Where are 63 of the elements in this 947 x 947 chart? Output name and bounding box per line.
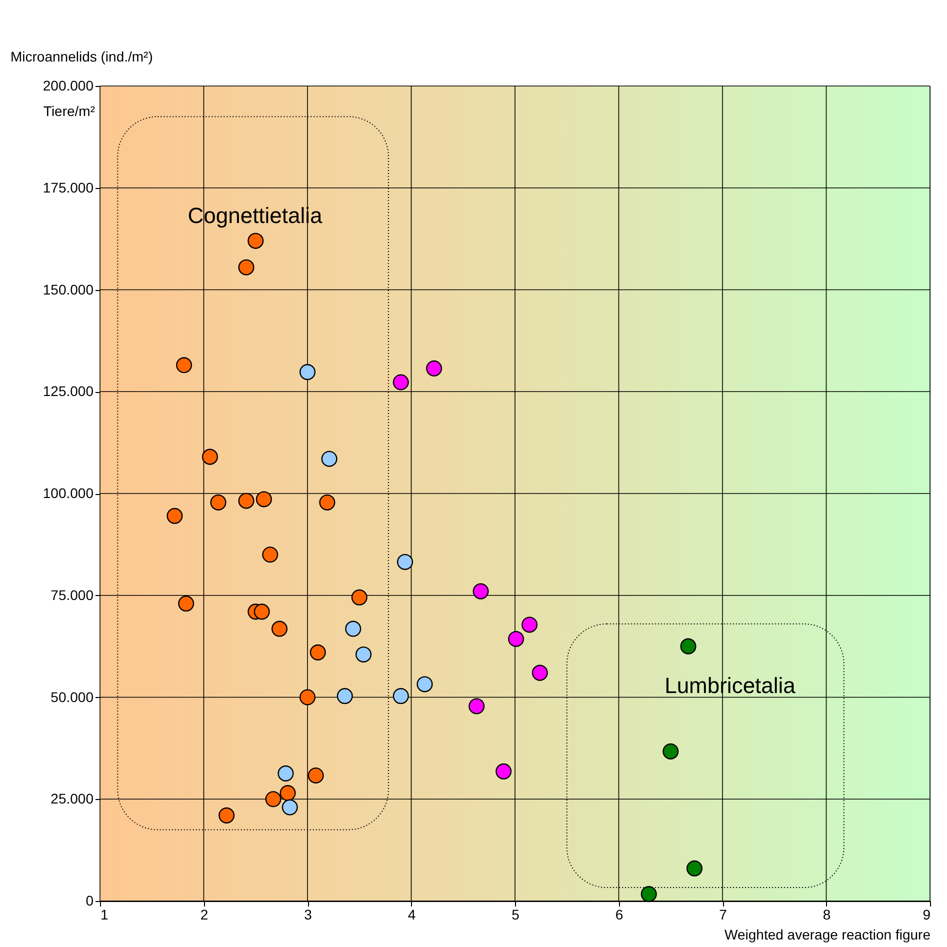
point [210, 494, 226, 510]
point [522, 616, 538, 633]
point [278, 765, 294, 782]
point [178, 596, 194, 612]
x-tick-label: 9 [922, 906, 931, 922]
point [345, 620, 362, 637]
point [271, 620, 288, 637]
y-tick-label: 75.000 [50, 586, 94, 603]
point [321, 450, 338, 467]
x-tick-label: 4 [408, 906, 416, 922]
point [238, 259, 254, 276]
x-tick-label: 1 [100, 906, 108, 922]
y-tick-label: 150.000 [42, 281, 94, 298]
y-tick-label: 0 [86, 892, 94, 908]
x-axis-title: Weighted average reaction figure [724, 926, 931, 942]
point [532, 664, 548, 681]
x-tick-label: 7 [719, 906, 728, 922]
y-axis-title: Microannelids (ind./m²) [10, 48, 153, 64]
point [392, 374, 409, 390]
point [308, 767, 324, 784]
point [202, 448, 218, 465]
point [238, 492, 254, 509]
point [468, 698, 485, 714]
point [176, 357, 192, 374]
point [392, 688, 409, 704]
y-tick-label: 200.000 [42, 78, 94, 94]
y-tick-label: 25.000 [50, 790, 94, 807]
point [299, 689, 316, 706]
point [426, 360, 442, 376]
point [686, 860, 703, 876]
point [282, 799, 298, 816]
point [262, 546, 278, 563]
point [299, 364, 316, 380]
x-tick-label: 6 [615, 906, 624, 922]
point [640, 886, 657, 902]
point [256, 491, 272, 508]
point [254, 604, 270, 620]
point [356, 646, 372, 662]
point [218, 807, 235, 824]
y-tick-label: 125.000 [42, 383, 94, 400]
point [397, 554, 414, 570]
point [508, 630, 524, 647]
point [351, 589, 368, 606]
point [662, 743, 679, 760]
point [496, 763, 512, 780]
point [336, 688, 353, 704]
text: Tiere/m² [43, 103, 96, 119]
y-tick-label: 100.000 [42, 485, 94, 501]
point [319, 494, 336, 510]
point [280, 785, 296, 802]
point [310, 644, 326, 660]
x-tick-label: 3 [304, 906, 312, 922]
y-tick-label: 50.000 [50, 688, 94, 705]
point [680, 638, 696, 654]
point [472, 583, 489, 600]
x-tick-label: 8 [822, 906, 831, 922]
x-tick-label: 5 [512, 906, 520, 922]
point [416, 676, 433, 692]
x-tick-label: 2 [200, 906, 208, 922]
point [248, 232, 264, 249]
point [166, 508, 183, 524]
point [265, 791, 282, 808]
y-tick-label: 175.000 [42, 179, 94, 196]
